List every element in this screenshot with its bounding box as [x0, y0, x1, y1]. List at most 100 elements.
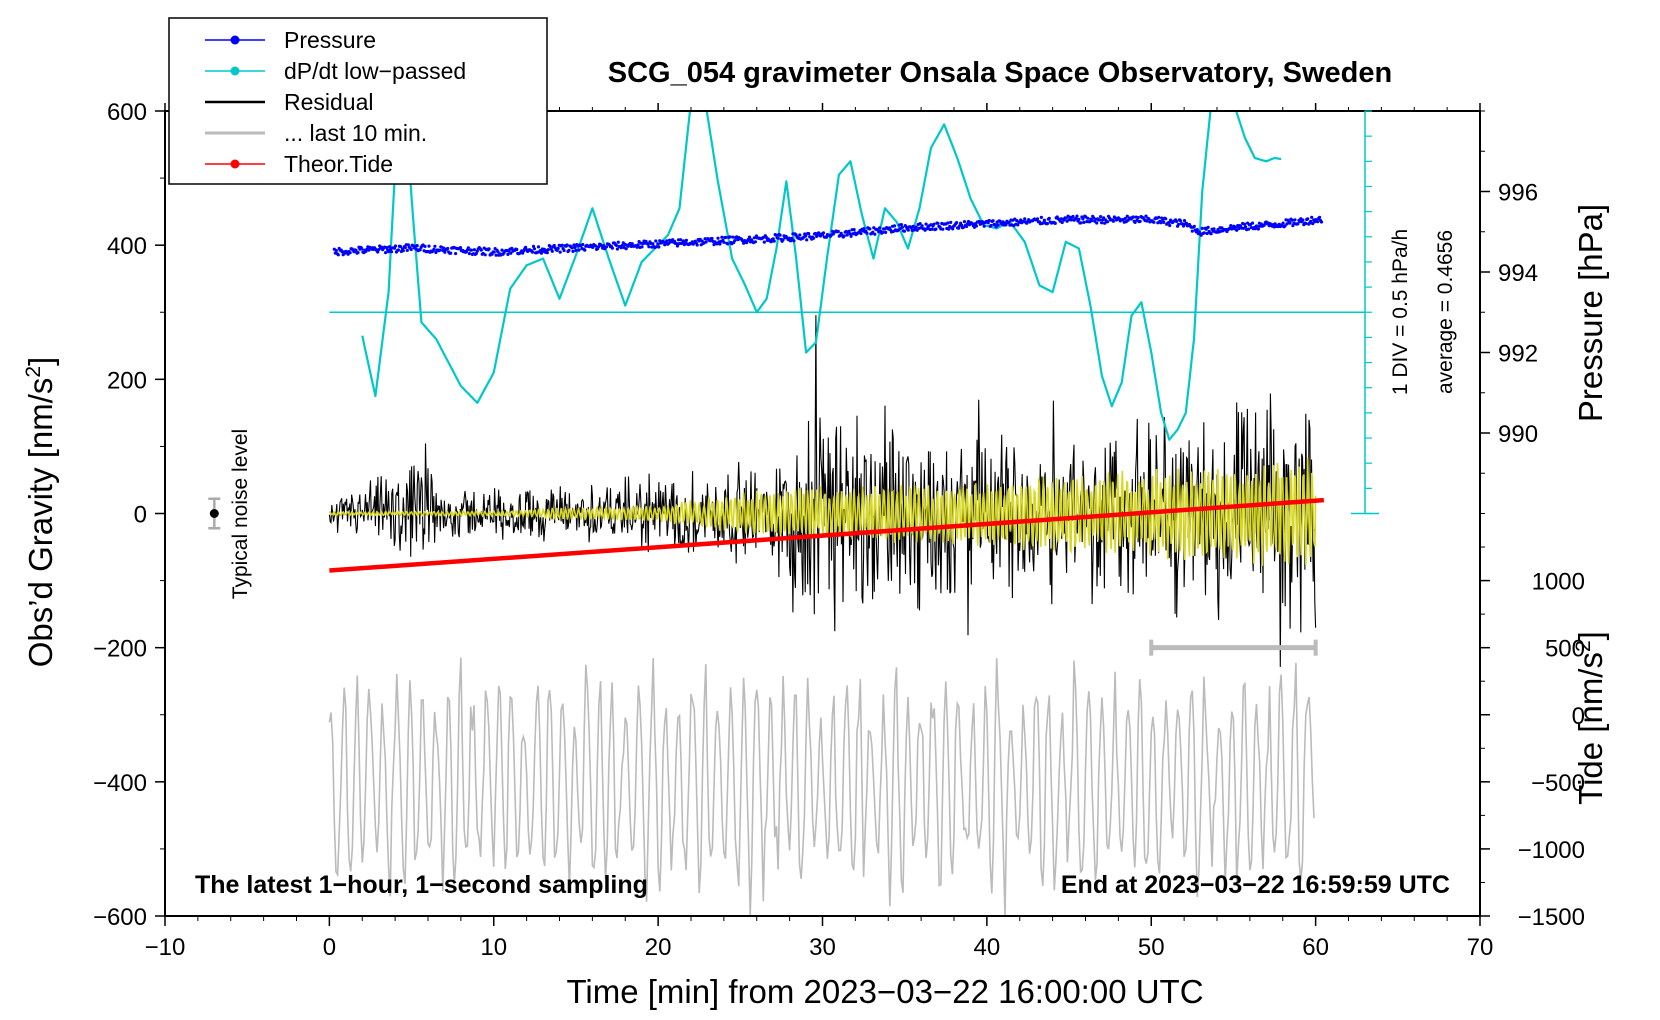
- pressure-point: [546, 248, 550, 252]
- pressure-point: [731, 235, 735, 239]
- pressure-point: [924, 222, 928, 226]
- pressure-point: [1288, 221, 1292, 225]
- pressure-tick-label: 992: [1498, 341, 1538, 368]
- pressure-point: [878, 226, 882, 230]
- pressure-point: [354, 248, 358, 252]
- pressure-point: [845, 233, 849, 237]
- pressure-point: [389, 250, 394, 254]
- pressure-point: [334, 249, 338, 253]
- pressure-point: [550, 249, 554, 253]
- pressure-point: [1079, 221, 1083, 225]
- pressure-point: [849, 234, 853, 238]
- pressure-point: [1316, 220, 1320, 224]
- pressure-point: [1244, 225, 1248, 229]
- x-tick-label: 10: [480, 934, 507, 961]
- legend-label: ... last 10 min.: [284, 120, 427, 146]
- pressure-point: [1281, 221, 1285, 225]
- pressure-point: [900, 225, 905, 229]
- pressure-point: [974, 224, 979, 228]
- pressure-point: [1071, 214, 1075, 219]
- pressure-point: [472, 248, 476, 252]
- pressure-point: [941, 227, 945, 231]
- pressure-point: [1105, 220, 1110, 224]
- pressure-point: [406, 243, 410, 247]
- pressure-point: [807, 232, 811, 236]
- pressure-point: [1247, 227, 1251, 231]
- pressure-point: [1202, 231, 1206, 235]
- noise-bar-dot: [209, 509, 219, 518]
- legend: Pressure dP/dt low−passed Residual ... last…: [168, 17, 548, 185]
- pressure-axis-label: Pressure [hPa]: [1572, 204, 1609, 422]
- pressure-point: [403, 245, 407, 250]
- pressure-point: [524, 245, 528, 249]
- pressure-point: [991, 219, 995, 223]
- pressure-point: [798, 233, 802, 237]
- pressure-point: [1147, 217, 1151, 221]
- pressure-point: [946, 221, 950, 225]
- series-residual-line: [328, 315, 1317, 667]
- x-tick-label: 60: [1302, 934, 1329, 961]
- y-axis-label: Obs’d Gravity [nm/s2]: [22, 357, 59, 668]
- pressure-point: [356, 251, 360, 255]
- pressure-point: [610, 246, 615, 250]
- pressure-point: [624, 247, 628, 251]
- x-tick-label: 70: [1467, 934, 1494, 961]
- pressure-point: [570, 246, 574, 250]
- pressure-point: [571, 249, 575, 253]
- pressure-point: [427, 244, 431, 248]
- pressure-point: [682, 243, 687, 247]
- pressure-point: [987, 218, 991, 223]
- pressure-point: [906, 228, 910, 232]
- pressure-point: [630, 242, 634, 246]
- pressure-point: [804, 234, 808, 238]
- pressure-point: [1098, 218, 1102, 222]
- pressure-point: [1176, 222, 1181, 226]
- pressure-point: [1301, 218, 1305, 222]
- pressure-point: [1168, 223, 1172, 228]
- tick-layer: −10 0 10 20 30 40 50 60 70 −600 −400 −200 0 200 400 600…: [93, 99, 1585, 961]
- pressure-point: [1243, 222, 1247, 226]
- legend-label: Pressure: [284, 27, 376, 53]
- pressure-point: [387, 245, 392, 249]
- pressure-point: [989, 223, 993, 228]
- pressure-point: [583, 248, 587, 252]
- pressure-point: [479, 248, 483, 252]
- pressure-point: [506, 252, 510, 256]
- series-dpdt-line: [361, 111, 1282, 441]
- pressure-point: [1290, 218, 1294, 222]
- pressure-point: [1250, 221, 1255, 225]
- pressure-point: [1309, 219, 1313, 223]
- pressure-point: [1060, 220, 1064, 225]
- pressure-point: [651, 242, 655, 246]
- pressure-point: [492, 250, 496, 254]
- pressure-point: [532, 247, 537, 251]
- pressure-point: [892, 224, 897, 228]
- pressure-point: [1167, 220, 1171, 225]
- pressure-point: [899, 223, 904, 227]
- pressure-point: [556, 246, 560, 250]
- pressure-point: [449, 251, 453, 255]
- dpdt-average-label: average = 0.4656: [1434, 230, 1457, 394]
- pressure-point: [962, 220, 967, 224]
- pressure-point: [722, 240, 726, 244]
- pressure-point: [1102, 216, 1106, 220]
- pressure-point: [467, 252, 471, 256]
- pressure-point: [438, 248, 442, 252]
- pressure-point: [360, 247, 364, 251]
- pressure-point: [812, 236, 816, 240]
- pressure-point: [1069, 218, 1073, 222]
- pressure-point: [930, 227, 934, 231]
- pressure-point: [615, 247, 620, 251]
- pressure-point: [474, 251, 478, 256]
- pressure-point: [934, 227, 938, 231]
- pressure-point: [396, 248, 400, 252]
- series-last10-line: [328, 657, 1315, 916]
- pressure-tick-label: 996: [1498, 180, 1538, 207]
- pressure-point: [1099, 215, 1103, 219]
- x-tick-label: 50: [1138, 934, 1165, 961]
- pressure-point: [387, 250, 391, 254]
- pressure-point: [1195, 228, 1199, 232]
- dpdt-scale-label: 1 DIV = 0.5 hPa/h: [1389, 229, 1412, 395]
- pressure-point: [515, 247, 519, 252]
- pressure-point: [684, 238, 689, 242]
